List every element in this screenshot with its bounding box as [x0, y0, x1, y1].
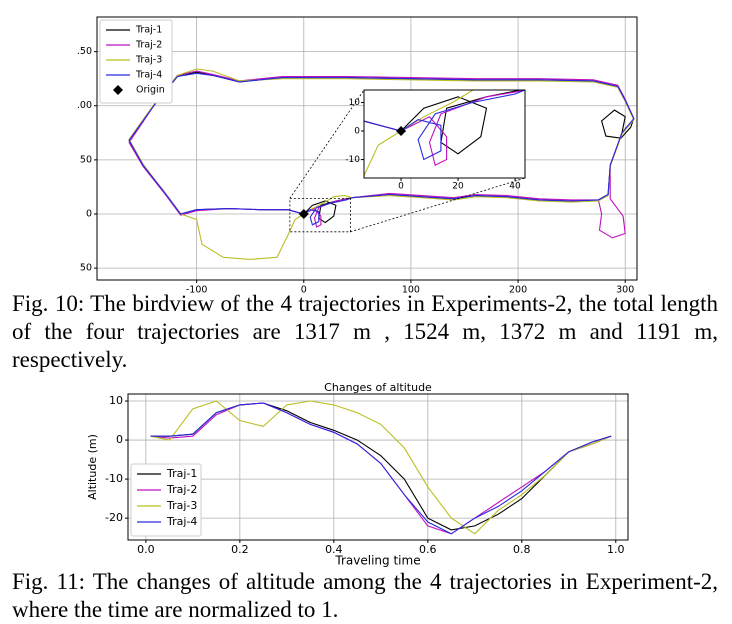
- inset-lines: [364, 90, 525, 178]
- inset-frame: [363, 89, 526, 179]
- y-tick-label: 0: [86, 208, 92, 219]
- inset-x-tick-label: 20: [452, 182, 464, 192]
- x-tick-label: 0.8: [513, 543, 531, 556]
- plot-frame: [127, 393, 629, 541]
- trajectory-line: [128, 68, 635, 260]
- plot-frame: [96, 16, 638, 281]
- y-tick-label: 0: [116, 433, 123, 446]
- legend-label: Traj-4: [135, 70, 162, 81]
- zoom-region: [289, 197, 351, 233]
- chart-title: Changes of altitude: [324, 381, 432, 394]
- x-tick-label: 0.4: [325, 543, 343, 556]
- caption: Fig. 11: The changes of altitude among t…: [12, 569, 718, 622]
- y-tick-label: 50: [80, 263, 92, 274]
- x-tick-label: 200: [509, 285, 527, 296]
- trajectory-line: [150, 400, 612, 535]
- trajectory-line: [128, 72, 635, 226]
- x-tick-label: 0.6: [419, 543, 437, 556]
- inset-y-tick-label: 0: [354, 127, 360, 137]
- y-tick-label: -10: [105, 472, 123, 485]
- trajectory-line: [150, 402, 612, 531]
- trajectory-line: [150, 402, 612, 535]
- legend-box: [130, 463, 202, 537]
- inset-y-tick-label: 10: [349, 98, 361, 108]
- inset-y-tick-label: -10: [345, 155, 360, 165]
- origin-marker: [396, 126, 407, 137]
- legend-label: Origin: [136, 85, 165, 96]
- legend-label: Traj-2: [166, 483, 197, 496]
- y-tick-label: .00: [77, 100, 92, 111]
- legend-label: Traj-2: [135, 40, 162, 51]
- legend-label: Traj-1: [135, 25, 162, 36]
- legend-label: Traj-4: [166, 515, 197, 528]
- legend-label: Traj-3: [166, 499, 197, 512]
- y-tick-label: 10: [109, 394, 123, 407]
- plot-lines: [150, 400, 612, 535]
- y-tick-label: .50: [77, 46, 92, 57]
- plot-lines: [128, 68, 635, 260]
- caption: Fig. 10: The birdview of the 4 trajector…: [12, 291, 718, 372]
- origin-marker: [298, 208, 309, 219]
- trajectory-line: [150, 402, 612, 535]
- x-tick-label: 0.0: [137, 543, 155, 556]
- x-tick-label: 300: [616, 285, 634, 296]
- x-tick-label: 0.2: [231, 543, 249, 556]
- x-tick-label: 1.0: [607, 543, 625, 556]
- y-axis-label: Altitude (m): [86, 434, 99, 500]
- x-tick-label: -100: [186, 285, 208, 296]
- trajectory-line: [364, 90, 525, 161]
- inset-x-tick-label: 40: [509, 182, 521, 192]
- legend-label: Traj-1: [166, 467, 197, 480]
- x-axis-label: Traveling time: [334, 554, 420, 568]
- y-tick-label: -20: [105, 511, 123, 524]
- x-tick-label: 0: [301, 285, 307, 296]
- zoom-connector: [350, 177, 526, 233]
- zoom-connector: [289, 89, 365, 199]
- legend-swatch: [113, 85, 123, 95]
- legend-box: [99, 19, 173, 104]
- x-tick-label: 100: [402, 285, 420, 296]
- y-tick-label: 50: [80, 154, 92, 165]
- legend-label: Traj-3: [135, 55, 162, 66]
- trajectory-line: [364, 90, 525, 166]
- inset-x-tick-label: 0: [398, 182, 404, 192]
